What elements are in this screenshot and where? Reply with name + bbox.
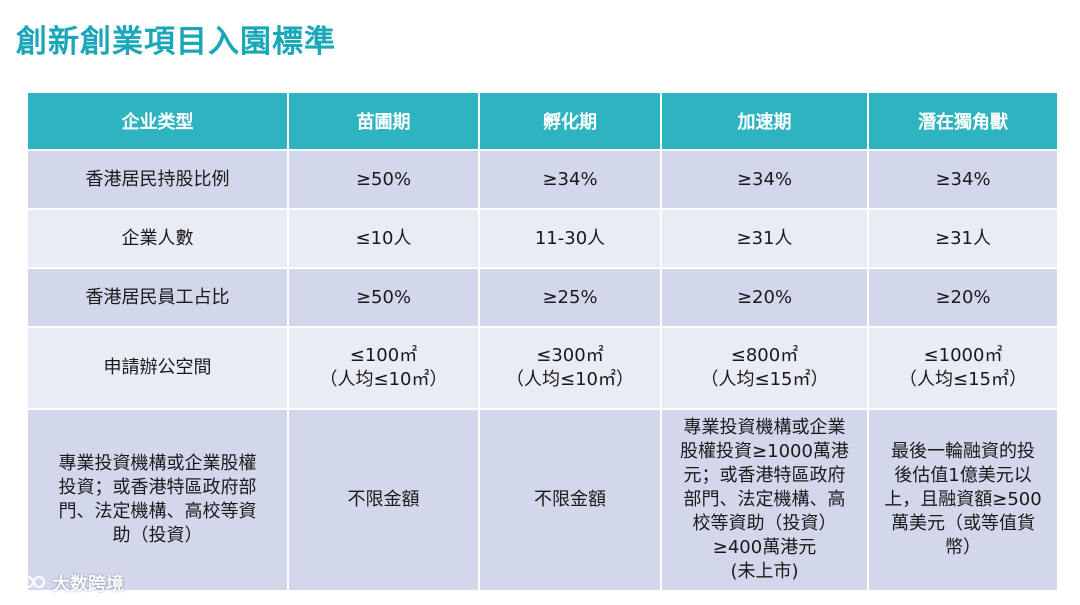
watermark-text: 大数跨境 xyxy=(52,574,124,595)
row-label: 企業人數 xyxy=(26,208,289,269)
criteria-table: 企业类型 苗圃期 孵化期 加速期 潛在獨角獸 香港居民持股比例 ≥50% ≥34… xyxy=(26,91,1059,592)
table-cell: ≤100㎡ （人均≤10㎡） xyxy=(287,326,480,410)
row-label: 香港居民員工占比 xyxy=(26,267,289,328)
header-row: 企业类型 苗圃期 孵化期 加速期 潛在獨角獸 xyxy=(26,91,1059,151)
row-label: 專業投資機構或企業股權 投資；或香港特區政府部 門、法定機構、高校等資 助（投資… xyxy=(26,408,289,592)
table-cell: ≥50% xyxy=(287,149,480,210)
row-label: 申請辦公空間 xyxy=(26,326,289,410)
table-cell: ≤800㎡ （人均≤15㎡） xyxy=(660,326,869,410)
table-cell: ≥31人 xyxy=(660,208,869,269)
table-cell: 11-30人 xyxy=(478,208,662,269)
table-cell: 專業投資機構或企業 股權投資≥1000萬港 元；或香港特區政府 部門、法定機構、… xyxy=(660,408,869,592)
table-cell: ≥20% xyxy=(867,267,1059,328)
table-cell: ≥34% xyxy=(478,149,662,210)
table-cell: ≤1000㎡ （人均≤15㎡） xyxy=(867,326,1059,410)
table-cell: ≥50% xyxy=(287,267,480,328)
watermark-logo-icon xyxy=(9,575,46,591)
table-cell: ≥34% xyxy=(660,149,869,210)
table-cell: ≤10人 xyxy=(287,208,480,269)
watermark: 大数跨境 xyxy=(8,570,124,596)
table-cell: ≥25% xyxy=(478,267,662,328)
header-incubation-stage: 孵化期 xyxy=(478,91,662,151)
header-company-type: 企业类型 xyxy=(26,91,289,151)
header-acceleration-stage: 加速期 xyxy=(660,91,869,151)
table-cell: 最後一輪融資的投 後估值1億美元以 上，且融資額≥500 萬美元（或等值貨 幣） xyxy=(867,408,1059,592)
page-title: 創新創業項目入園標準 xyxy=(16,24,336,60)
row-label: 香港居民持股比例 xyxy=(26,149,289,210)
table-row: 香港居民持股比例 ≥50% ≥34% ≥34% ≥34% xyxy=(26,149,1059,210)
table-row: 專業投資機構或企業股權 投資；或香港特區政府部 門、法定機構、高校等資 助（投資… xyxy=(26,408,1059,592)
table-cell: 不限金額 xyxy=(478,408,662,592)
table-cell: ≥20% xyxy=(660,267,869,328)
table-cell: ≥34% xyxy=(867,149,1059,210)
header-potential-unicorn: 潛在獨角獸 xyxy=(867,91,1059,151)
table-row: 香港居民員工占比 ≥50% ≥25% ≥20% ≥20% xyxy=(26,267,1059,328)
table-row: 企業人數 ≤10人 11-30人 ≥31人 ≥31人 xyxy=(26,208,1059,269)
table-cell: ≤300㎡ （人均≤10㎡） xyxy=(478,326,662,410)
table-cell: 不限金額 xyxy=(287,408,480,592)
table-cell: ≥31人 xyxy=(867,208,1059,269)
header-nursery-stage: 苗圃期 xyxy=(287,91,480,151)
table-row: 申請辦公空間 ≤100㎡ （人均≤10㎡） ≤300㎡ （人均≤10㎡） ≤80… xyxy=(26,326,1059,410)
